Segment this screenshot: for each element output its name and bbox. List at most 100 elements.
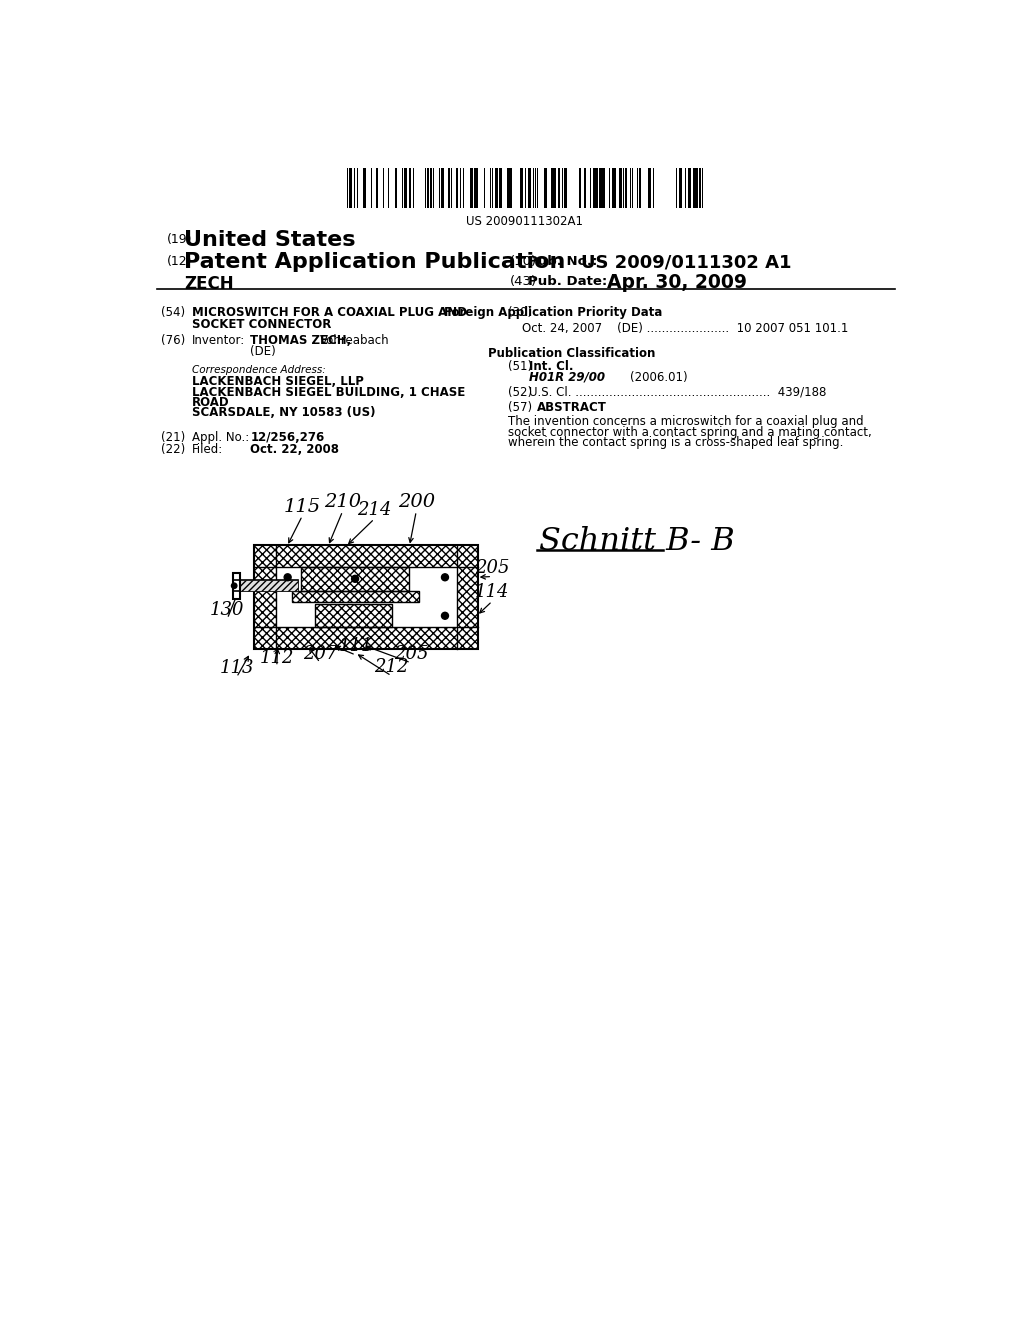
- Bar: [456, 168, 458, 207]
- Circle shape: [441, 612, 449, 619]
- Text: 212: 212: [374, 657, 409, 676]
- Bar: [625, 168, 627, 207]
- Bar: [699, 168, 700, 207]
- Bar: [701, 168, 703, 207]
- Text: (10): (10): [510, 256, 538, 268]
- Text: ZECH: ZECH: [183, 276, 233, 293]
- Bar: [579, 168, 582, 207]
- Bar: [276, 602, 457, 605]
- Bar: [353, 168, 355, 207]
- Bar: [292, 591, 419, 602]
- Bar: [376, 168, 378, 207]
- Bar: [254, 627, 478, 649]
- Bar: [349, 168, 352, 207]
- Text: US 2009/0111302 A1: US 2009/0111302 A1: [582, 253, 792, 271]
- Text: US 20090111302A1: US 20090111302A1: [466, 215, 584, 228]
- Text: Vohreabach: Vohreabach: [321, 334, 390, 347]
- Text: 115: 115: [284, 498, 321, 516]
- Text: LACKENBACH SIEGEL, LLP: LACKENBACH SIEGEL, LLP: [191, 375, 364, 388]
- Bar: [432, 168, 434, 207]
- Text: socket connector with a contact spring and a mating contact,: socket connector with a contact spring a…: [508, 425, 871, 438]
- Bar: [679, 168, 681, 207]
- Text: Apr. 30, 2009: Apr. 30, 2009: [607, 273, 746, 292]
- Bar: [507, 168, 509, 207]
- Text: 112: 112: [259, 648, 294, 667]
- Bar: [608, 168, 610, 207]
- Text: wherein the contact spring is a cross-shaped leaf spring.: wherein the contact spring is a cross-sh…: [508, 437, 843, 449]
- Text: (51): (51): [508, 360, 531, 374]
- Text: (57): (57): [508, 401, 531, 414]
- Bar: [460, 168, 461, 207]
- Bar: [474, 168, 477, 207]
- Text: SCARSDALE, NY 10583 (US): SCARSDALE, NY 10583 (US): [191, 405, 375, 418]
- Bar: [599, 168, 601, 207]
- Circle shape: [441, 574, 449, 581]
- Text: H01R 29/00: H01R 29/00: [529, 371, 605, 384]
- Text: MICROSWITCH FOR A COAXIAL PLUG AND: MICROSWITCH FOR A COAXIAL PLUG AND: [191, 306, 467, 319]
- Bar: [254, 566, 276, 627]
- Bar: [301, 566, 410, 591]
- Bar: [232, 573, 241, 599]
- Bar: [471, 168, 473, 207]
- Text: (2006.01): (2006.01): [630, 371, 688, 384]
- Text: (30): (30): [508, 306, 531, 319]
- Bar: [618, 168, 622, 207]
- Bar: [558, 168, 560, 207]
- Text: Int. Cl.: Int. Cl.: [529, 360, 573, 374]
- Bar: [346, 168, 348, 207]
- Bar: [584, 168, 586, 207]
- Text: 130: 130: [210, 601, 245, 619]
- Text: Publication Classification: Publication Classification: [488, 347, 655, 360]
- Text: United States: United States: [183, 230, 355, 249]
- Bar: [595, 168, 598, 207]
- Bar: [314, 605, 392, 627]
- Bar: [457, 566, 478, 627]
- Text: 210: 210: [325, 494, 361, 511]
- Text: Patent Application Publication: Patent Application Publication: [183, 252, 565, 272]
- Bar: [590, 168, 592, 207]
- Text: (43): (43): [510, 276, 538, 289]
- Bar: [593, 168, 595, 207]
- Bar: [528, 168, 531, 207]
- Text: 207: 207: [303, 644, 338, 663]
- Text: (52): (52): [508, 385, 531, 399]
- Bar: [495, 168, 498, 207]
- Bar: [483, 168, 485, 207]
- Bar: [238, 581, 298, 591]
- Bar: [314, 605, 392, 627]
- Bar: [403, 168, 407, 207]
- Text: 111: 111: [339, 638, 373, 655]
- Bar: [362, 168, 366, 207]
- Bar: [544, 168, 547, 207]
- Text: (19): (19): [167, 234, 193, 246]
- Bar: [395, 168, 397, 207]
- Text: THOMAS ZECH,: THOMAS ZECH,: [251, 334, 351, 347]
- Text: ROAD: ROAD: [191, 396, 229, 409]
- Bar: [532, 168, 535, 207]
- Text: (54): (54): [161, 306, 184, 319]
- Bar: [410, 168, 411, 207]
- Text: 205: 205: [393, 644, 428, 663]
- Bar: [688, 168, 690, 207]
- Bar: [554, 168, 556, 207]
- Bar: [602, 168, 604, 207]
- Text: LACKENBACH SIEGEL BUILDING, 1 CHASE: LACKENBACH SIEGEL BUILDING, 1 CHASE: [191, 385, 465, 399]
- Text: (12): (12): [167, 256, 193, 268]
- Text: Oct. 22, 2008: Oct. 22, 2008: [251, 444, 339, 457]
- Bar: [254, 545, 478, 649]
- Bar: [430, 168, 432, 207]
- Bar: [500, 168, 502, 207]
- Text: 214: 214: [357, 500, 392, 519]
- Text: (21): (21): [161, 430, 184, 444]
- Text: 200: 200: [397, 494, 435, 511]
- Bar: [441, 168, 444, 207]
- Text: Appl. No.:: Appl. No.:: [191, 430, 249, 444]
- Bar: [292, 591, 419, 602]
- Text: (DE): (DE): [251, 345, 276, 358]
- Text: (22): (22): [161, 444, 184, 457]
- Text: 113: 113: [219, 660, 254, 677]
- Bar: [695, 168, 697, 207]
- Circle shape: [285, 574, 291, 581]
- Bar: [489, 168, 492, 207]
- Text: U.S. Cl. ....................................................  439/188: U.S. Cl. ...............................…: [529, 385, 826, 399]
